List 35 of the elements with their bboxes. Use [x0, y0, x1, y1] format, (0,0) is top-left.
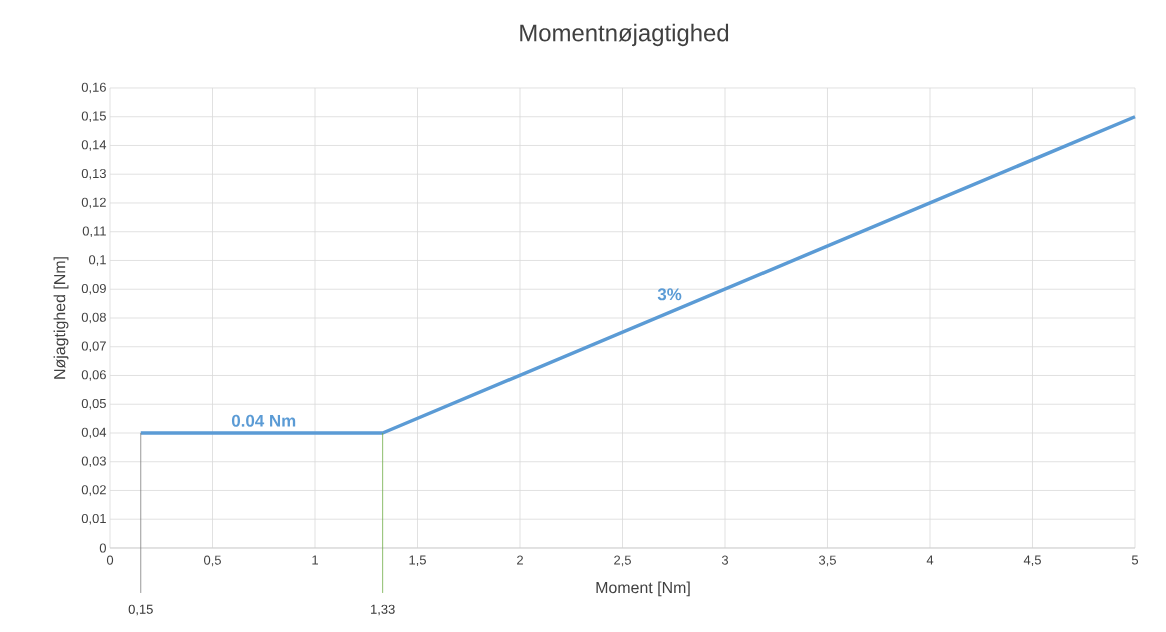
x-tick-label: 5 — [1131, 555, 1139, 565]
y-axis-title: Nøjagtighed [Nm] — [53, 257, 69, 379]
y-tick-label: 0,09 — [81, 283, 106, 295]
x-tick-label: 2,5 — [614, 555, 631, 567]
chart-title: Momentnøjagtighed — [520, 23, 729, 47]
y-tick-label: 0,07 — [81, 341, 106, 353]
x-tick-label: 0 — [106, 555, 114, 565]
y-tick-label: 0,14 — [81, 140, 107, 151]
y-tick-label: 0,13 — [81, 168, 106, 180]
x-axis-title: Moment [Nm] — [596, 581, 690, 597]
x-tick-label: 1,5 — [409, 555, 426, 567]
y-tick-label: 0 — [99, 543, 106, 553]
y-tick-label: 0,08 — [81, 312, 106, 324]
y-tick-label: 0,05 — [81, 398, 106, 410]
y-tick-label: 0,12 — [81, 197, 106, 209]
y-tick-label: 0,03 — [81, 456, 106, 468]
y-tick-label: 0,01 — [81, 513, 106, 525]
y-tick-label: 0,02 — [81, 485, 106, 496]
y-tick-label: 0,15 — [81, 111, 106, 123]
y-tick-label: 0,04 — [81, 427, 107, 439]
y-tick-label: 0,11 — [82, 226, 106, 238]
x-tick-label: 3,5 — [819, 555, 836, 567]
ref-line-label: 1,33 — [371, 604, 395, 616]
annotation: 0.04 Nm — [231, 414, 296, 427]
annotation: 3% — [657, 288, 682, 301]
x-tick-label: 4 — [926, 555, 934, 565]
y-tick-label: 0,06 — [81, 370, 106, 381]
x-tick-label: 4,5 — [1023, 555, 1041, 567]
x-tick-label: 1 — [312, 555, 318, 565]
x-tick-label: 0,5 — [204, 555, 221, 567]
ref-line-label: 0,15 — [128, 604, 153, 616]
x-tick-label: 3 — [721, 555, 729, 565]
y-tick-label: 0,16 — [81, 82, 106, 94]
x-tick-label: 2 — [517, 555, 523, 565]
y-tick-label: 0,1 — [88, 255, 106, 266]
